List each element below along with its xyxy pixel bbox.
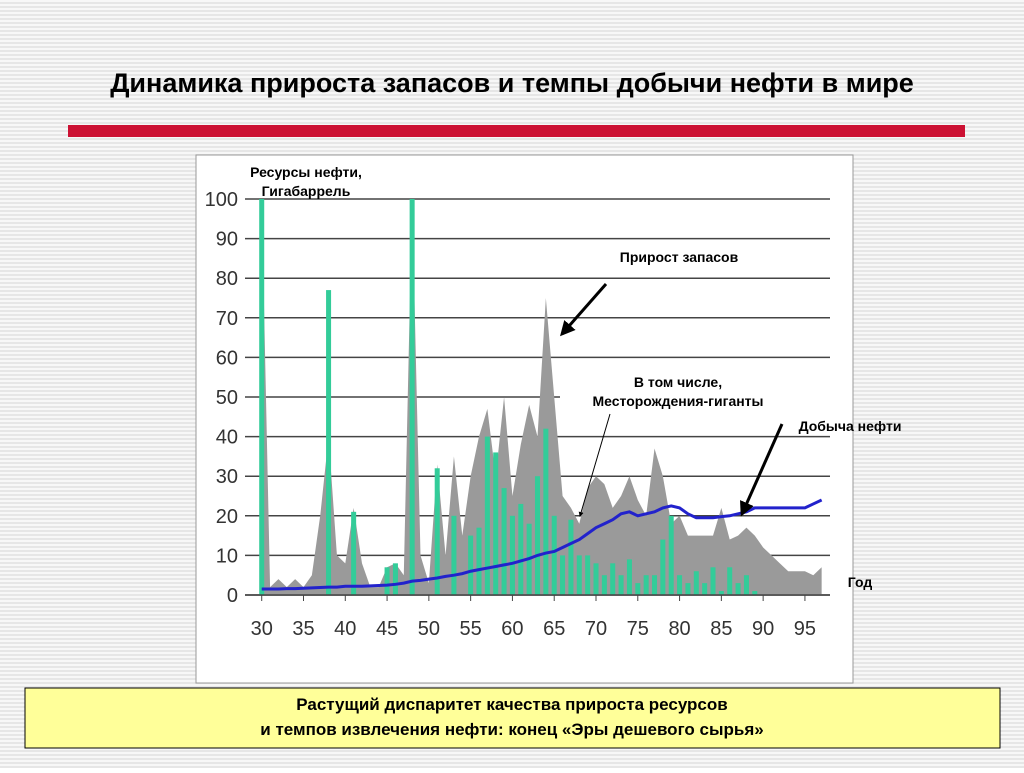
- y-tick-label: 10: [216, 545, 238, 567]
- bar: [668, 515, 674, 595]
- y-tick-label: 40: [216, 427, 238, 449]
- y-axis-label: Гигабаррель: [262, 183, 351, 199]
- bar: [660, 539, 666, 595]
- footer-line: Растущий диспаритет качества прироста ре…: [296, 695, 727, 714]
- bar: [685, 583, 691, 595]
- x-tick-label: 85: [710, 618, 732, 640]
- y-tick-label: 0: [227, 585, 238, 607]
- chart-frame: [195, 154, 854, 684]
- bar: [743, 575, 749, 595]
- overlay: Ресурсы нефти, Гигабаррель Прирост запас…: [250, 164, 901, 590]
- bar: [576, 555, 582, 595]
- x-tick-label: 60: [501, 618, 523, 640]
- bar: [727, 567, 733, 595]
- bar: [568, 519, 574, 595]
- bar: [610, 563, 616, 595]
- line: [261, 498, 823, 591]
- footer-box: [24, 687, 1001, 749]
- x-tick-label: 45: [376, 618, 398, 640]
- series-label: Прирост запасов: [620, 249, 739, 265]
- bar: [635, 583, 641, 595]
- bar: [451, 515, 457, 595]
- bar: [434, 468, 440, 595]
- bar: [735, 583, 741, 595]
- bar: [326, 290, 332, 595]
- bar: [643, 575, 649, 595]
- y-tick-label: 50: [216, 387, 238, 409]
- bar: [501, 488, 507, 595]
- bar: [677, 575, 683, 595]
- arrow: [740, 423, 784, 517]
- arrow: [560, 283, 608, 337]
- footer-line: и темпов извлечения нефти: конец «Эры де…: [260, 720, 763, 739]
- y-tick-label: 30: [216, 466, 238, 488]
- bar: [259, 199, 265, 595]
- x-tick-label: 35: [292, 618, 314, 640]
- annotation: В том числе,: [634, 374, 722, 390]
- x-tick-label: 70: [585, 618, 607, 640]
- area: [261, 199, 822, 595]
- bar: [493, 452, 499, 595]
- arrow: [578, 413, 611, 517]
- x-tick-label: 30: [251, 618, 273, 640]
- bar: [468, 535, 474, 595]
- bar: [752, 591, 758, 595]
- bar: [710, 567, 716, 595]
- bar: [534, 476, 541, 595]
- bar: [585, 555, 591, 595]
- slide-title: Динамика прироста запасов и темпы добычи…: [110, 68, 914, 98]
- bar: [518, 503, 524, 595]
- bar: [560, 555, 566, 595]
- series-label: Добыча нефти: [799, 418, 902, 434]
- bar: [718, 591, 724, 595]
- bar: [626, 559, 632, 595]
- x-tick-label: 40: [334, 618, 356, 640]
- x-tick-label: 90: [752, 618, 774, 640]
- label-bg: [560, 362, 840, 414]
- x-tick-label: 65: [543, 618, 565, 640]
- bar: [384, 567, 390, 595]
- y-tick-label: 60: [216, 347, 238, 369]
- x-tick-label: 80: [668, 618, 690, 640]
- bar: [593, 563, 599, 595]
- x-axis-label: Год: [848, 574, 873, 590]
- bar: [693, 571, 699, 595]
- y-tick-label: 70: [216, 308, 238, 330]
- y-tick-label: 90: [216, 229, 238, 251]
- bar: [543, 428, 549, 595]
- x-tick-label: 50: [418, 618, 440, 640]
- y-tick-label: 20: [216, 506, 238, 528]
- series-label: Месторождения-гиганты: [592, 393, 763, 409]
- bar: [702, 583, 708, 595]
- bar: [484, 436, 490, 595]
- bar: [409, 199, 415, 595]
- y-axis-label: Ресурсы нефти,: [250, 164, 362, 180]
- bar: [476, 527, 482, 595]
- bar: [601, 575, 607, 595]
- bar: [351, 511, 357, 595]
- x-tick-label: 95: [794, 618, 816, 640]
- bar: [392, 563, 398, 595]
- y-tick-label: 100: [205, 189, 238, 211]
- bar: [551, 515, 557, 595]
- y-tick-label: 80: [216, 268, 238, 290]
- x-tick-label: 55: [460, 618, 482, 640]
- bar: [509, 515, 515, 595]
- bar: [651, 575, 658, 595]
- red-rule: [68, 125, 965, 137]
- plot: 0 10 20 30 40 50 60 70 80 90 100 30 35 40 45 50 55 60 65 70…: [205, 189, 830, 640]
- bar: [618, 575, 624, 595]
- x-tick-label: 75: [627, 618, 649, 640]
